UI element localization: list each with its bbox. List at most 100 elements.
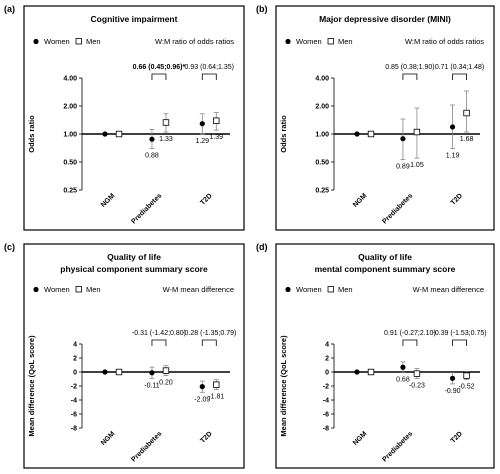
panel-label: (d) [256, 242, 268, 252]
comparison-label: 0.91 (-0.27;2.10) [384, 330, 436, 337]
legend-women-label: Women [296, 285, 322, 294]
data-label: 1.33 [159, 136, 173, 143]
x-category-label: Prediabetes [130, 192, 163, 225]
legend-men-marker [327, 38, 334, 45]
comparison-label: 0.93 (0.64;1.35) [185, 64, 234, 71]
women-point [449, 124, 456, 130]
panel-label: (a) [4, 4, 15, 14]
chart-panel-2: (b) Major depressive disorder (MINI) Women… [256, 4, 495, 231]
data-label: -0.23 [409, 383, 425, 390]
y-tick-label: 2 [325, 356, 329, 363]
y-tick-label: 1.00 [315, 132, 329, 139]
y-tick-label: 4.00 [63, 76, 77, 83]
x-category-label: NGM [352, 430, 369, 447]
legend-women-marker [285, 286, 291, 293]
data-label: -0.90 [445, 388, 461, 395]
comparison-label: 0.66 (0.45;0.96)* [133, 64, 186, 71]
comparison-label: 0.71 (0.34;1.48) [435, 64, 484, 71]
legend-men-label: Men [338, 37, 353, 46]
legend-women-marker [33, 38, 39, 45]
legend-women-label: Women [44, 37, 70, 46]
x-category-label: Prediabetes [381, 192, 414, 225]
data-label: 1.68 [460, 136, 474, 143]
chart-panel-4: (d) Quality of life mental component summa… [256, 242, 495, 469]
women-point [199, 384, 205, 390]
men-point [115, 130, 123, 138]
y-tick-label: -6 [323, 412, 329, 419]
data-label: 0.20 [159, 380, 173, 387]
women-point [354, 369, 360, 375]
men-point [413, 370, 421, 377]
comparison-bracket [151, 339, 167, 346]
y-tick-label: -4 [71, 398, 77, 405]
chart-panel-3: (c) Quality of life physical component sum… [4, 242, 245, 469]
women-point [149, 136, 155, 142]
comparison-bracket [201, 73, 217, 80]
chart-subtitle: mental component summary score [315, 264, 456, 274]
chart-title: Quality of life [107, 252, 161, 262]
x-category-label: Prediabetes [130, 430, 163, 463]
comparison-bracket [402, 73, 418, 80]
comparison-bracket [402, 339, 418, 346]
y-tick-label: 4 [325, 342, 329, 349]
men-point [162, 119, 170, 126]
y-tick-label: -2 [71, 384, 77, 391]
chart-title: Cognitive impairment [91, 14, 178, 24]
legend-men-label: Men [86, 37, 101, 46]
x-category-label: T2D [199, 430, 213, 444]
y-tick-label: 2.00 [315, 104, 329, 111]
y-axis-label: Odds ratio [27, 115, 36, 153]
y-axis-label: Odds ratio [279, 115, 288, 153]
men-point [367, 368, 375, 376]
y-tick-label: -4 [323, 398, 329, 405]
legend-men-marker [75, 286, 82, 293]
legend-women-label: Women [296, 37, 322, 46]
data-label: 0.88 [145, 152, 159, 159]
panel-frame [23, 5, 245, 231]
panel-frame [275, 243, 495, 469]
women-point [354, 131, 360, 137]
data-label: 1.05 [410, 162, 424, 169]
legend-note: W:M ratio of odds ratios [155, 37, 234, 46]
data-label: 0.68 [396, 377, 410, 384]
data-label: -2.09 [194, 396, 210, 403]
y-tick-label: 0.25 [63, 188, 77, 195]
women-point [102, 131, 108, 137]
x-category-label: Prediabetes [381, 430, 414, 463]
legend-women-marker [285, 38, 291, 45]
comparison-bracket [201, 339, 217, 346]
women-point [400, 136, 406, 142]
data-label: -1.81 [208, 394, 224, 401]
x-category-label: NGM [100, 430, 117, 447]
legend-men-marker [327, 286, 334, 293]
comparison-label: -0.28 (-1.35;0.79) [182, 330, 236, 337]
comparison-label: -0.31 (-1.42;0.80) [132, 330, 186, 337]
y-tick-label: -8 [323, 426, 329, 433]
legend-note: W:M ratio of odds ratios [405, 37, 484, 46]
women-point [400, 364, 406, 370]
y-tick-label: 0.50 [63, 160, 77, 167]
panel-frame [23, 243, 245, 469]
y-tick-label: -6 [71, 412, 77, 419]
men-point [463, 372, 470, 379]
data-label: -0.52 [459, 384, 475, 391]
women-point [199, 121, 205, 127]
comparison-label: 0.85 (0.38;1.90) [385, 64, 434, 71]
y-tick-label: 0.25 [315, 188, 329, 195]
men-point [162, 367, 170, 374]
men-point [367, 130, 375, 138]
data-label: 1.39 [209, 134, 223, 141]
chart-title: Major depressive disorder (MINI) [319, 14, 451, 24]
panel-frame [275, 5, 495, 231]
women-point [149, 370, 155, 376]
x-category-label: T2D [450, 430, 464, 444]
y-tick-label: 0.50 [315, 160, 329, 167]
men-point [213, 381, 220, 388]
y-tick-label: 4 [73, 342, 77, 349]
men-point [463, 109, 470, 117]
y-tick-label: 1.00 [63, 132, 77, 139]
comparison-bracket [151, 73, 167, 80]
x-category-label: T2D [450, 192, 464, 206]
y-axis-label: Mean difference (QoL score) [279, 335, 288, 437]
